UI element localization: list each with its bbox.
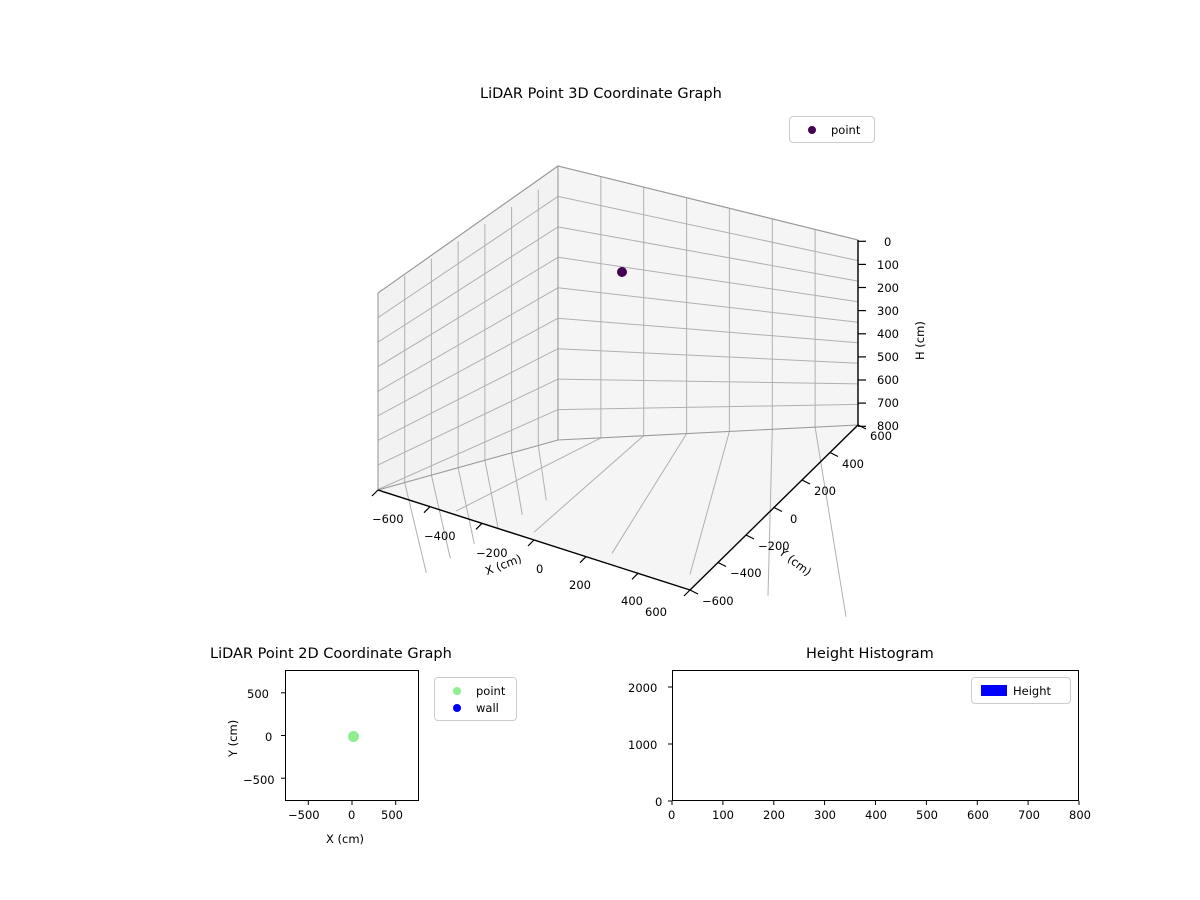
plot3d-legend[interactable]: point [789, 116, 875, 143]
plot2d-xaxis-label: X (cm) [326, 832, 365, 846]
plot3d-ztick-3: 300 [877, 304, 899, 318]
plot3d-xtick-0: −600 [372, 512, 404, 526]
plot2d-xtick-0: −500 [288, 808, 320, 822]
plot3d-ztick-7: 700 [877, 396, 899, 410]
histogram-title: Height Histogram [806, 646, 934, 662]
plot3d-xtick-5: 400 [621, 594, 643, 608]
plot3d-ztick-5: 500 [877, 350, 899, 364]
plot3d-haxis-label: H (cm) [913, 321, 927, 360]
plot3d-xtick-2: −200 [476, 546, 508, 560]
legend-dot-icon [797, 125, 827, 134]
histogram-ytick-0: 0 [655, 795, 663, 809]
y-axis-ticks [689, 424, 867, 595]
plot3d-ytick-1: −400 [730, 566, 762, 580]
plot3d-xtick-6: 600 [645, 605, 667, 619]
data-point-2d [347, 730, 359, 742]
plot2d-xtick-1: 0 [348, 808, 356, 822]
legend-label-height: Height [1013, 683, 1052, 698]
plot3d-ztick-1: 100 [877, 258, 899, 272]
legend-item-point[interactable]: point [797, 121, 867, 138]
h-axis-ticks [858, 240, 866, 427]
plot3d-ytick-6: 600 [870, 429, 892, 443]
plot3d-ztick-2: 200 [877, 281, 899, 295]
histogram-xtick-6: 600 [967, 808, 989, 822]
plot3d-ytick-3: 0 [790, 512, 798, 526]
legend-item-height[interactable]: Height [979, 682, 1063, 699]
plot3d-ztick-4: 400 [877, 327, 899, 341]
plot2d-ytick-0: 500 [247, 687, 269, 701]
legend-label-point: point [831, 122, 861, 137]
histogram-xtick-7: 700 [1018, 808, 1040, 822]
plot2d-ytick-2: −500 [243, 773, 275, 787]
pane-back-wall [557, 165, 859, 441]
plot3d-ztick-6: 600 [877, 373, 899, 387]
grid-back-wall [557, 165, 859, 438]
plot2d-xtick-2: 500 [381, 808, 403, 822]
legend-dot-icon [442, 703, 472, 712]
histogram-xtick-5: 500 [916, 808, 938, 822]
pane-edges [377, 165, 859, 491]
legend-dot-icon [442, 686, 472, 695]
data-point-3d [617, 267, 627, 277]
histogram-xtick-2: 200 [763, 808, 785, 822]
plot3d-ytick-5: 400 [842, 457, 864, 471]
plot2d-frame[interactable] [285, 670, 419, 801]
legend-item-wall[interactable]: wall [442, 699, 509, 716]
plot3d-title: LiDAR Point 3D Coordinate Graph [480, 86, 722, 102]
plot3d-xtick-4: 200 [569, 578, 591, 592]
histogram-ytick-1: 1000 [628, 738, 658, 752]
plot3d-xtick-1: −400 [424, 529, 456, 543]
grid-floor-y [455, 427, 847, 617]
x-axis-ticks [371, 489, 691, 597]
histogram-xtick-8: 800 [1069, 808, 1091, 822]
histogram-xtick-1: 100 [712, 808, 734, 822]
plot3d-xtick-3: 0 [536, 562, 544, 576]
pane-floor [376, 424, 860, 591]
legend-patch-icon [979, 685, 1009, 696]
plot2d-legend[interactable]: point wall [434, 677, 517, 721]
histogram-xtick-0: 0 [668, 808, 676, 822]
plot2d-ytick-1: 0 [265, 730, 273, 744]
histogram-ytick-2: 2000 [628, 681, 658, 695]
plot3d-yaxis-label: Y (cm) [776, 545, 815, 579]
plot3d-ztick-0: 0 [884, 235, 892, 249]
grid-left-wall [377, 165, 559, 490]
histogram-xtick-3: 300 [814, 808, 836, 822]
legend-label-point: point [476, 683, 506, 698]
plot3d-ztick-8: 800 [877, 419, 899, 433]
plot3d-ytick-0: −600 [702, 594, 734, 608]
legend-item-point[interactable]: point [442, 682, 509, 699]
legend-label-wall: wall [476, 700, 499, 715]
plot2d-title: LiDAR Point 2D Coordinate Graph [210, 646, 452, 662]
histogram-legend[interactable]: Height [971, 677, 1071, 704]
plot2d-yaxis-label: Y (cm) [226, 719, 240, 757]
plot3d-ytick-2: −200 [758, 539, 790, 553]
histogram-xtick-4: 400 [865, 808, 887, 822]
plot3d-ytick-4: 200 [814, 484, 836, 498]
pane-left-wall [377, 165, 559, 491]
